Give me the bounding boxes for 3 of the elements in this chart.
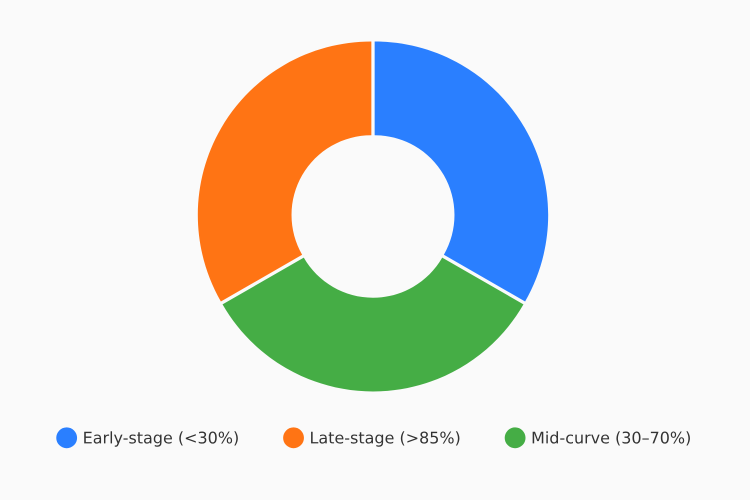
legend-label: Mid-curve (30–70%) [532,431,690,446]
legend-label: Early-stage (<30%) [84,431,238,447]
legend-label: Late-stage (>85%) [311,431,460,447]
